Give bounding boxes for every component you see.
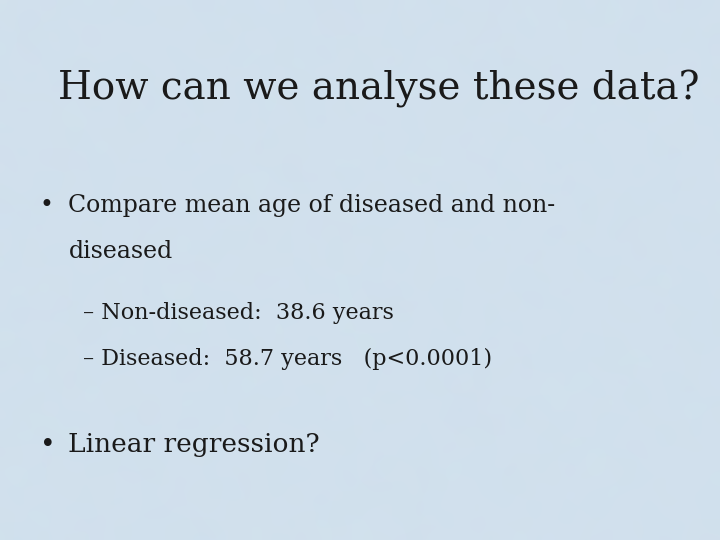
- Text: •: •: [40, 432, 55, 457]
- Text: Linear regression?: Linear regression?: [68, 432, 320, 457]
- Text: diseased: diseased: [68, 240, 173, 264]
- Text: – Non-diseased:  38.6 years: – Non-diseased: 38.6 years: [83, 302, 394, 325]
- Text: •: •: [40, 194, 53, 218]
- Text: How can we analyse these data?: How can we analyse these data?: [58, 70, 699, 108]
- Text: – Diseased:  58.7 years   (p<0.0001): – Diseased: 58.7 years (p<0.0001): [83, 348, 492, 370]
- Text: Compare mean age of diseased and non-: Compare mean age of diseased and non-: [68, 194, 556, 218]
